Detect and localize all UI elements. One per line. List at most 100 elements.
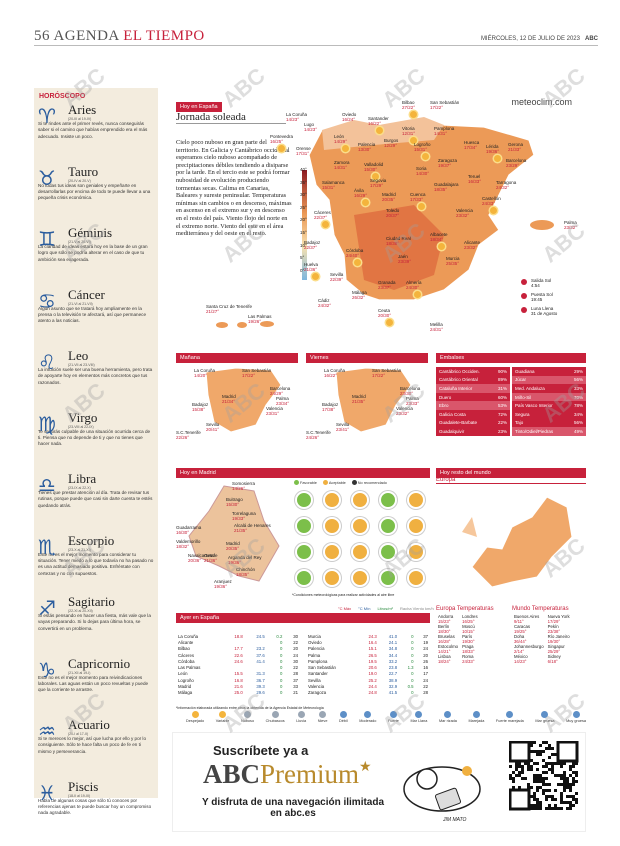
city-label: Madrid 20/35° — [382, 192, 396, 202]
sun-icon — [312, 273, 319, 280]
city-label: Madrid 20/35° — [226, 541, 240, 551]
temp-row: México 14/23° Sidney 6/18° — [514, 654, 561, 664]
zodiac-icon: ♋ — [38, 288, 56, 313]
scale-tick: 35° — [300, 179, 307, 185]
temp-row: Berlín 18/30° Moscú 10/15° — [438, 624, 475, 634]
yesterday-row: Palencia 15.1 34.8 0 24 — [308, 646, 428, 652]
activity-icon — [323, 517, 342, 536]
sun-icon — [376, 127, 383, 134]
yesterday-section: Ayer en España La Coruña 18.8 24.5 0.2 30 Ali… — [176, 606, 430, 716]
scale-tick: 0° — [300, 267, 305, 273]
moon-icon — [521, 307, 527, 313]
city-label: Almería 24/30° — [406, 280, 422, 290]
horoscope-sign: ♓ Piscis (18-II al 19-III) Habla de algunas… — [34, 779, 158, 841]
city-label: Somosierra 14/26° — [232, 481, 256, 491]
city-label: Granada 23/37° — [378, 280, 396, 290]
ad-signature: JIM MATO — [443, 817, 467, 823]
city-santa-cruz: Santa Cruz de Tenerife 21/27° — [206, 304, 252, 314]
city-label: Ávila 16/29° — [354, 188, 368, 198]
city-label: Pontevedra 16/25° — [270, 134, 294, 144]
reservoir-row: Ebro 53% — [436, 401, 510, 410]
temp-row: Johannesburgo 2/14° Singapur 25/29° — [514, 644, 565, 654]
sign-name: Leo — [68, 348, 89, 363]
city-label: Palma 23/33° — [406, 396, 420, 406]
horoscope-panel: HORÓSCOPO ♈ Aries (20-III al 19-IV) Si te r… — [34, 88, 158, 815]
qr-code[interactable] — [509, 741, 579, 811]
city-label: Navalcarnero 20/36° — [188, 553, 215, 563]
legend-item: Mar Llana — [411, 711, 427, 723]
city-label: Jaén 23/39° — [398, 254, 412, 264]
abc-premium-ad[interactable]: Suscríbete ya a ABCPremium★ Y disfruta d… — [172, 732, 586, 832]
city-label: San Sebastián 17/22° — [430, 100, 460, 110]
reservoir-row: País Vasco Interior 78% — [512, 401, 586, 410]
city-label: S.C.Tenerife 22/26° — [176, 430, 201, 440]
sun-icon — [354, 259, 361, 266]
city-label: Badajoz 17/38° — [322, 402, 339, 412]
reservoir-row: Med. Andaluza 33% — [512, 384, 586, 393]
activity-note: *Condiciones meteorológicas para realiza… — [292, 593, 395, 597]
city-label: Toledo 20/37° — [386, 208, 400, 218]
canary-islands: Santa Cruz de Tenerife 21/27° Las Palmas 1… — [202, 300, 292, 330]
city-label: Sevilla 23/41° — [336, 422, 350, 432]
legend-item: Despejado — [186, 711, 204, 723]
watermark: ABC — [537, 687, 590, 738]
sign-dates: (20-I al 17-II) — [68, 732, 89, 736]
activity-icon — [323, 491, 342, 510]
activity-icon — [323, 568, 342, 587]
legend-item: Fuerte — [388, 711, 399, 723]
city-label: Logroño 15/31° — [414, 142, 431, 152]
activity-icon — [378, 517, 397, 536]
zodiac-icon: ♍ — [38, 411, 56, 436]
sign-text: Este no es el mejor momento para conside… — [38, 551, 154, 576]
reservoir-row: Cantábrico Occiden. 90% — [436, 367, 510, 376]
weather-icon — [191, 711, 199, 718]
city-label: Valencia 23/32° — [396, 406, 413, 416]
horoscope-sign: ♈ Aries (20-III al 19-IV) Si te rindes ante… — [34, 102, 158, 164]
city-label: Bilbao 27/22° — [402, 100, 416, 110]
weather-icon — [415, 711, 423, 718]
sign-name: Géminis — [68, 225, 113, 240]
sign-dates: (21-VII al 23-VIII) — [68, 363, 95, 367]
sign-dates: (20-III al 19-IV) — [68, 117, 92, 121]
zodiac-icon: ♉ — [38, 165, 56, 190]
city-label: Tarragona 24/32° — [496, 180, 517, 190]
sun-moon-item: Puesta Sol 19:45 — [521, 292, 581, 302]
ad-brand: ABCPremium★ — [203, 759, 372, 789]
scale-tick: 30° — [300, 192, 307, 198]
yesterday-row: Murcia 24.3 41.0 0 37 — [308, 633, 428, 639]
sign-name: Aries — [68, 102, 97, 117]
world-tag: Hoy resto del mundo — [436, 468, 586, 478]
sun-moon-item: Luna Llena 31 de Agosto — [521, 306, 581, 316]
sun-moon-info: Salida Sol 4:54 Puesta Sol 19:45 Luna Llena 3… — [521, 278, 581, 320]
city-label: Gerona 21/33° — [508, 142, 524, 152]
sign-text: Algún asunto que se tratará hoy ampliame… — [38, 305, 147, 324]
ad-line1: Suscríbete ya a — [213, 743, 309, 758]
horoscope-sign: ♋ Cáncer (21-VI al 21-VII) Algún asunto que… — [34, 287, 158, 349]
reservoirs-section: Embalses Cantábrico Occiden. 90% Cantábric… — [436, 346, 586, 452]
sign-name: Escorpio — [68, 532, 115, 548]
city-label: Guadarrama 16/30° — [176, 525, 202, 535]
city-label: Albacete 18/34° — [430, 232, 448, 242]
city-label: Salamanca 15/31° — [322, 180, 345, 190]
horoscope-sign: ♉ Tauro (20-IV al 20-V) No todas tus ideas … — [34, 164, 158, 226]
yesterday-row: Oviedo 16.4 24.1 0 19 — [308, 639, 428, 645]
city-label: Alicante 23/32° — [464, 240, 481, 250]
city-label: Oviedo 16/24° — [342, 112, 357, 122]
city-label: Teruel 16/33° — [468, 174, 482, 184]
horoscope-sign: ♌ Leo (21-VII al 23-VIII) La intuición suel… — [34, 348, 158, 410]
city-label: Arganda del Rey 19/36° — [228, 555, 262, 565]
yesterday-row: San Sebastián 20.6 23.8 1.3 16 — [308, 665, 428, 671]
zodiac-icon: ♏ — [38, 534, 56, 559]
sign-text: Si te mereces lo mejor, así que lucha po… — [38, 736, 147, 754]
city-label: Segovia 17/29° — [370, 178, 387, 188]
horoscope-sign: ♊ Géminis (21-V al 20-VI) La claridad de id… — [34, 225, 158, 287]
sun-icon — [418, 203, 425, 210]
sign-text: Si te rindes ante el primer revés, nunca… — [38, 121, 148, 139]
city-label: Valencia 23/32° — [456, 208, 473, 218]
horoscope-title: HORÓSCOPO — [39, 93, 86, 100]
city-label: Zaragoza 19/37° — [438, 158, 458, 168]
header-date: MIÉRCOLES, 12 DE JULIO DE 2023 ABC — [480, 36, 598, 42]
city-label: Ciudad Real 18/38° — [386, 236, 411, 246]
zodiac-icon: ♌ — [38, 350, 56, 374]
reservoir-row: Tajo 56% — [512, 418, 586, 428]
